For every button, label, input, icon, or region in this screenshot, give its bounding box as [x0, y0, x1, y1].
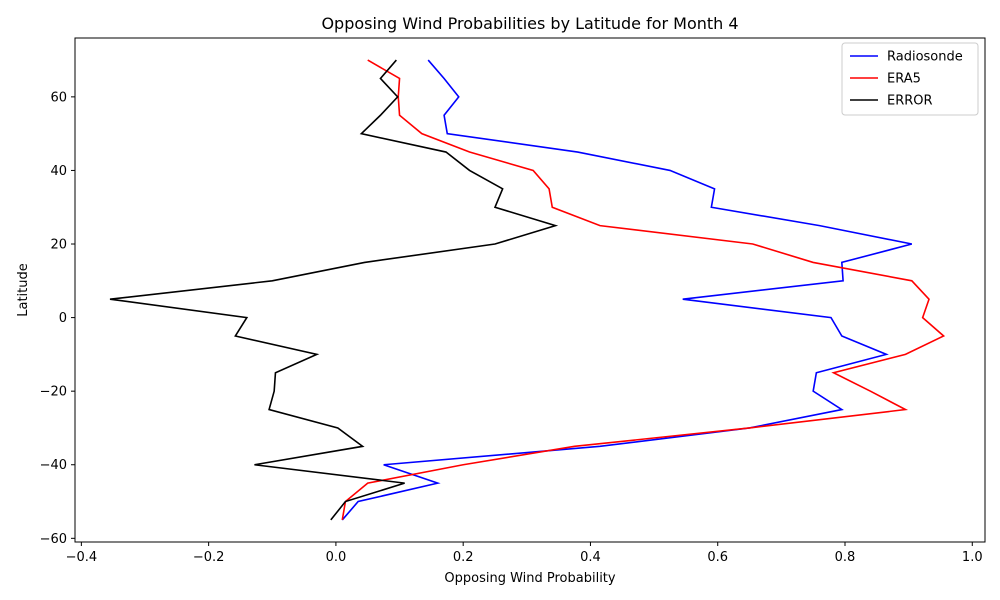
series-line-era5: [341, 59, 946, 521]
x-axis-ticks: −0.4 −0.2 0.0 0.2 0.4 0.6 0.8 1.0: [66, 542, 983, 565]
legend-label-radiosonde: Radiosonde: [887, 50, 963, 65]
y-tick-label: 40: [50, 164, 67, 179]
x-tick-label: 0.0: [326, 550, 347, 565]
y-tick-label: −40: [40, 458, 67, 473]
y-tick-label: −20: [40, 385, 67, 400]
y-tick-label: 20: [50, 238, 67, 253]
series-lines: [109, 59, 946, 521]
x-tick-label: 0.2: [453, 550, 474, 565]
x-tick-label: −0.2: [193, 550, 225, 565]
x-tick-label: 0.6: [707, 550, 728, 565]
chart-title: Opposing Wind Probabilities by Latitude …: [321, 14, 738, 33]
legend-label-era5: ERA5: [887, 72, 921, 87]
x-axis-label: Opposing Wind Probability: [444, 571, 616, 586]
series-line-error: [109, 59, 559, 521]
y-axis-ticks: −60 −40 −20 0 20 40 60: [40, 90, 75, 547]
y-tick-label: 0: [59, 311, 67, 326]
legend-label-error: ERROR: [887, 94, 933, 109]
x-tick-label: 1.0: [962, 550, 983, 565]
y-axis-label: Latitude: [16, 263, 31, 317]
x-tick-label: 0.4: [580, 550, 601, 565]
series-line-radiosonde: [341, 59, 913, 521]
legend-box: [841, 42, 979, 116]
y-tick-label: 60: [50, 90, 67, 105]
legend: Radiosonde ERA5 ERROR: [841, 42, 979, 116]
x-tick-label: 0.8: [835, 550, 856, 565]
y-tick-label: −60: [40, 532, 67, 547]
x-tick-label: −0.4: [66, 550, 98, 565]
plot-frame: [74, 37, 986, 543]
